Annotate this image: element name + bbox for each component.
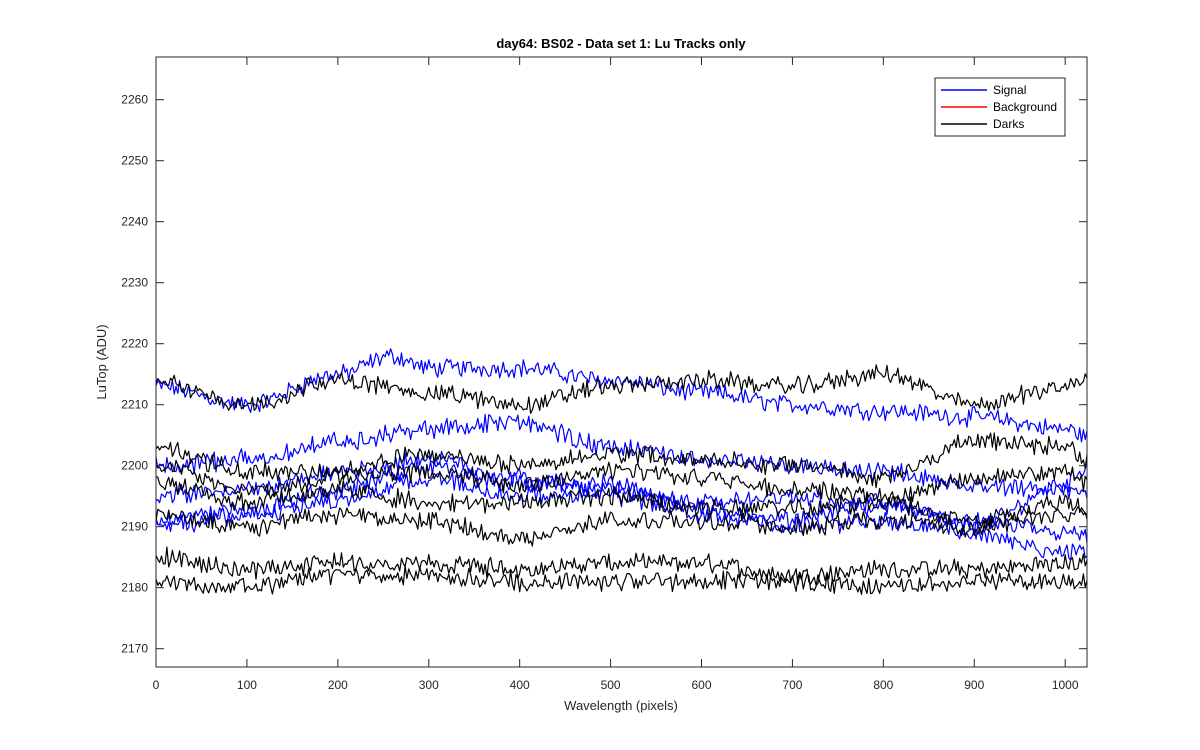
legend-signal-label: Signal xyxy=(993,83,1026,97)
signal-series-line xyxy=(155,413,1088,500)
y-tick-label: 2180 xyxy=(121,581,148,595)
x-tick-label: 100 xyxy=(237,678,257,692)
plot-area: 0 100 200 300 400 500 600 700 800 900 1000 2170 218… xyxy=(121,56,1088,692)
x-tick-label: 600 xyxy=(691,678,711,692)
y-axis-label: LuTop (ADU) xyxy=(94,324,109,399)
darks-series-line xyxy=(155,475,1087,531)
darks-series-line xyxy=(155,432,1088,489)
x-tick-label: 0 xyxy=(153,678,160,692)
x-tick-label: 500 xyxy=(601,678,621,692)
y-tick-label: 2240 xyxy=(121,215,148,229)
y-tick-label: 2200 xyxy=(121,459,148,473)
signal-series-line xyxy=(155,457,1088,536)
y-tick-label: 2170 xyxy=(121,642,148,656)
darks-series-line xyxy=(155,364,1088,414)
series-layer xyxy=(155,348,1088,596)
y-tick-label: 2260 xyxy=(121,93,148,107)
signal-series-line xyxy=(155,348,1088,443)
darks-series-line xyxy=(155,459,1088,504)
axes-box xyxy=(155,56,1088,668)
legend-background-label: Background xyxy=(993,100,1057,114)
darks-series-line xyxy=(155,546,1088,587)
y-tick-label: 2230 xyxy=(121,276,148,290)
y-axis-ticks: 2170 2180 2190 2200 2210 2220 2230 2240 2250 2260 xyxy=(121,93,1087,656)
x-tick-label: 400 xyxy=(510,678,530,692)
x-tick-label: 700 xyxy=(782,678,802,692)
y-tick-label: 2210 xyxy=(121,398,148,412)
x-tick-label: 800 xyxy=(873,678,893,692)
legend: Signal Background Darks xyxy=(934,77,1066,137)
x-tick-label: 1000 xyxy=(1052,678,1079,692)
darks-series-line xyxy=(155,565,1088,596)
x-axis-label: Wavelength (pixels) xyxy=(564,698,678,713)
x-tick-label: 900 xyxy=(964,678,984,692)
signal-series-line xyxy=(155,471,1088,561)
y-tick-label: 2220 xyxy=(121,337,148,351)
y-tick-label: 2250 xyxy=(121,154,148,168)
y-tick-label: 2190 xyxy=(121,520,148,534)
darks-series-line xyxy=(155,506,1088,547)
legend-darks-label: Darks xyxy=(993,117,1024,131)
chart-title: day64: BS02 - Data set 1: Lu Tracks only xyxy=(496,36,746,51)
x-tick-label: 200 xyxy=(328,678,348,692)
x-axis-ticks: 0 100 200 300 400 500 600 700 800 900 1000 xyxy=(153,57,1079,692)
x-tick-label: 300 xyxy=(419,678,439,692)
